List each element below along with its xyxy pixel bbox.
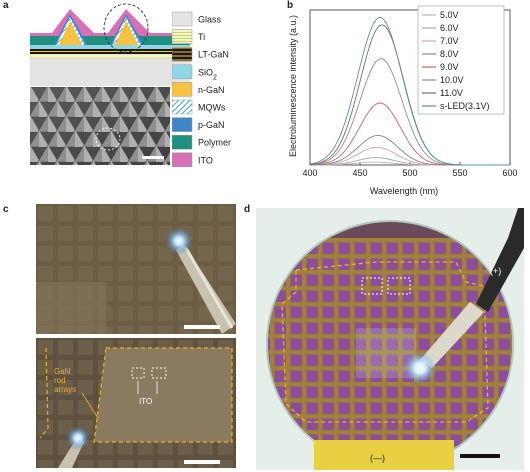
legend-swatch-2 xyxy=(171,46,193,62)
legend-series-label-6: 11.0V xyxy=(440,88,463,98)
legend-swatch-5 xyxy=(171,99,193,115)
legend-label-5: MQWs xyxy=(198,103,226,113)
legend-series-label-5: 10.0V xyxy=(440,75,464,85)
panel-label-b: b xyxy=(287,0,294,11)
legend-label-4: n-GaN xyxy=(198,85,225,95)
ito-contact-d1 xyxy=(361,277,383,295)
legend-series-label-3: 8.0V xyxy=(440,49,459,59)
legend-swatch-7 xyxy=(171,134,193,150)
legend-label-1: Ti xyxy=(198,32,205,42)
minus-terminal-label: (—) xyxy=(370,453,385,463)
legend-swatch-0 xyxy=(171,11,193,27)
glass-layer xyxy=(30,58,190,86)
panel-a-legend: Glass Ti LT-GaN SiO2 n-GaN MQWs p-GaN Polymer IT… xyxy=(171,10,282,170)
ito-label: ITO xyxy=(139,397,152,406)
rod-label-line3: arrays xyxy=(54,385,76,394)
ti-layer xyxy=(30,53,190,59)
x-tick-label-0: 400 xyxy=(302,168,317,178)
legend-swatch-8 xyxy=(171,152,193,168)
probe-arm xyxy=(476,208,524,312)
panel-label-c: c xyxy=(3,204,9,215)
legend-series-label-1: 6.0V xyxy=(440,23,459,33)
x-tick-label-3: 550 xyxy=(452,168,467,178)
panel-c-bottom-photo: GaN rod arrays ITO xyxy=(36,338,236,468)
legend-swatch-1 xyxy=(171,29,193,44)
legend-swatch-6 xyxy=(171,117,193,132)
sem-highlight-circle xyxy=(95,127,121,151)
x-tick-label-4: 600 xyxy=(502,168,517,178)
scale-bar-bottom xyxy=(184,460,220,464)
panel-a-schematic xyxy=(30,3,190,86)
panel-b-el-chart: 400 450 500 550 600 5.0V 6.0V 7.0V 8.0V 9.0V 10.0… xyxy=(288,5,518,196)
legend-series-label-0: 5.0V xyxy=(440,10,459,20)
x-tick-label-1: 450 xyxy=(352,168,367,178)
scale-bar-d xyxy=(460,454,500,458)
series-line-7 xyxy=(309,16,510,166)
bottom-contact xyxy=(314,440,454,470)
chart-legend-box xyxy=(417,5,505,115)
ito-layer xyxy=(30,9,190,36)
ito-contact-1 xyxy=(131,367,145,379)
emission-spot-bottom xyxy=(66,426,90,450)
legend-label-6: p-GaN xyxy=(198,120,225,130)
highlight-circle xyxy=(103,3,149,53)
legend-swatch-3 xyxy=(171,64,193,80)
legend-label-8: ITO xyxy=(198,155,213,165)
emission-spot-d xyxy=(404,352,436,384)
legend-label-0: Glass xyxy=(198,15,222,25)
chart-y-title: Electroluminescence intensity (a.u.) xyxy=(288,15,298,157)
plus-terminal-label: (+) xyxy=(490,266,501,276)
panel-label-a: a xyxy=(3,0,9,11)
sio2-layer xyxy=(30,45,190,49)
panel-c-top-photo xyxy=(36,204,236,334)
rod-array-boundary xyxy=(39,347,49,439)
legend-label-7: Polymer xyxy=(198,138,231,148)
rod-label-line2: rod xyxy=(54,376,66,385)
chart-x-title: Wavelength (nm) xyxy=(370,186,438,196)
sem-scale-bar xyxy=(142,156,164,159)
ito-pad-region xyxy=(93,347,233,443)
device-boundary xyxy=(281,261,489,423)
panel-a-sem-image xyxy=(30,87,170,165)
legend-swatch-4 xyxy=(171,82,193,97)
legend-series-label-4: 9.0V xyxy=(440,62,459,72)
x-tick-label-2: 500 xyxy=(402,168,417,178)
rod-label-line1: GaN xyxy=(54,367,71,376)
n-gan-pyramid-right xyxy=(115,21,138,45)
legend-label-3: SiO2 xyxy=(198,67,217,81)
panel-label-d: d xyxy=(244,204,251,215)
ito-contact-d2 xyxy=(387,277,411,295)
legend-series-label-7: s-LED(3.1V) xyxy=(440,101,490,111)
emission-spot-top xyxy=(165,227,193,255)
polymer-layer xyxy=(30,35,190,45)
legend-label-2: LT-GaN xyxy=(198,50,229,60)
scale-bar-top xyxy=(184,325,220,329)
n-gan-pyramid-left xyxy=(59,21,82,45)
panel-d-wafer-photo: (+) (—) xyxy=(256,208,524,470)
legend-series-label-2: 7.0V xyxy=(440,36,459,46)
